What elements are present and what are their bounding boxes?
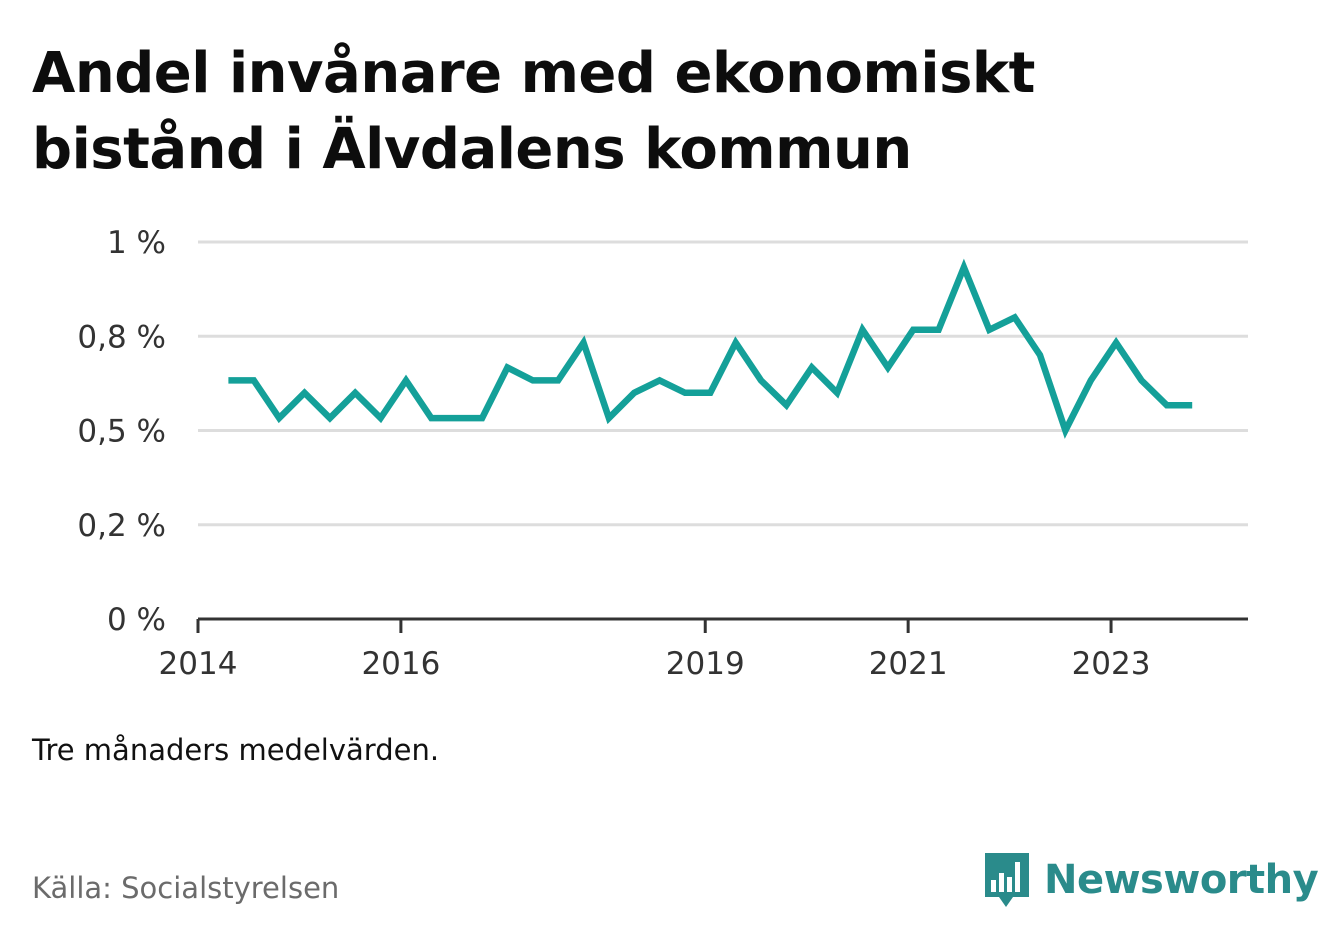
- x-axis: 2014 2016 2019 2021 2023: [159, 617, 1248, 682]
- y-tick-label: 0,8 %: [77, 319, 166, 355]
- y-axis-ticks: 0 % 0,2 % 0,5 % 0,8 % 1 %: [77, 225, 166, 638]
- x-tick-label: 2023: [1072, 646, 1151, 682]
- y-tick-label: 1 %: [107, 225, 166, 261]
- series-layer: [228, 258, 1193, 439]
- x-tick-label: 2019: [666, 646, 745, 682]
- gridlines: [198, 240, 1248, 527]
- source-credit: Källa: Socialstyrelsen: [32, 871, 340, 905]
- chart-title: Andel invånare med ekonomiskt bistånd i …: [32, 36, 1282, 188]
- y-tick-label: 0,5 %: [77, 414, 166, 450]
- bar-chart-speech-bubble-icon: [985, 853, 1029, 907]
- x-tick-label: 2014: [159, 646, 238, 682]
- chart-note: Tre månaders medelvärden.: [32, 733, 440, 767]
- y-tick-label: 0 %: [107, 602, 166, 638]
- series-line-0: [228, 258, 1193, 439]
- x-tick-label: 2016: [361, 646, 440, 682]
- brand-name: Newsworthy: [1044, 857, 1319, 903]
- y-tick-label: 0,2 %: [77, 508, 166, 544]
- x-tick-label: 2021: [869, 646, 948, 682]
- chart-title-line-2: bistånd i Älvdalens kommun: [32, 117, 912, 182]
- chart-title-line-1: Andel invånare med ekonomiskt: [32, 41, 1035, 106]
- newsworthy-logo: Newsworthy: [982, 850, 1319, 910]
